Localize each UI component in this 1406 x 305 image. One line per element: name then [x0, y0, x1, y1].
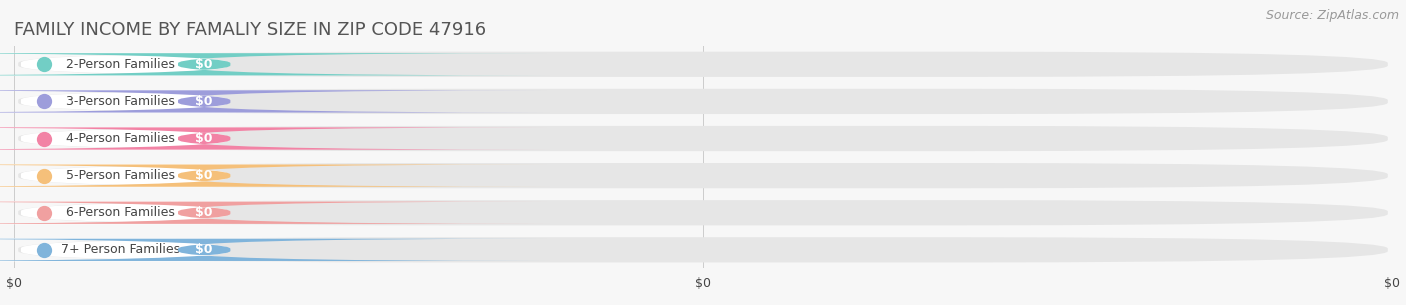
FancyBboxPatch shape [0, 127, 384, 150]
Text: $0: $0 [195, 206, 212, 219]
FancyBboxPatch shape [18, 200, 1388, 225]
FancyBboxPatch shape [18, 163, 1388, 188]
FancyBboxPatch shape [18, 89, 1388, 114]
FancyBboxPatch shape [0, 90, 550, 113]
Text: 7+ Person Families: 7+ Person Families [60, 243, 180, 256]
Text: 2-Person Families: 2-Person Families [66, 58, 174, 71]
Text: 4-Person Families: 4-Person Families [66, 132, 174, 145]
FancyBboxPatch shape [0, 53, 384, 76]
FancyBboxPatch shape [0, 238, 384, 261]
FancyBboxPatch shape [0, 90, 384, 113]
Text: 3-Person Families: 3-Person Families [66, 95, 174, 108]
FancyBboxPatch shape [0, 53, 550, 75]
Text: 5-Person Families: 5-Person Families [66, 169, 174, 182]
FancyBboxPatch shape [0, 127, 550, 150]
FancyBboxPatch shape [0, 201, 384, 224]
Text: $0: $0 [195, 132, 212, 145]
FancyBboxPatch shape [0, 202, 550, 224]
Text: 6-Person Families: 6-Person Families [66, 206, 174, 219]
FancyBboxPatch shape [0, 239, 550, 261]
FancyBboxPatch shape [18, 52, 1388, 77]
Text: FAMILY INCOME BY FAMALIY SIZE IN ZIP CODE 47916: FAMILY INCOME BY FAMALIY SIZE IN ZIP COD… [14, 21, 486, 39]
Text: $0: $0 [195, 243, 212, 256]
FancyBboxPatch shape [18, 237, 1388, 263]
Text: $0: $0 [195, 169, 212, 182]
FancyBboxPatch shape [0, 164, 384, 187]
Text: Source: ZipAtlas.com: Source: ZipAtlas.com [1265, 9, 1399, 22]
FancyBboxPatch shape [18, 126, 1388, 151]
Text: $0: $0 [195, 58, 212, 71]
FancyBboxPatch shape [0, 164, 550, 187]
Text: $0: $0 [195, 95, 212, 108]
